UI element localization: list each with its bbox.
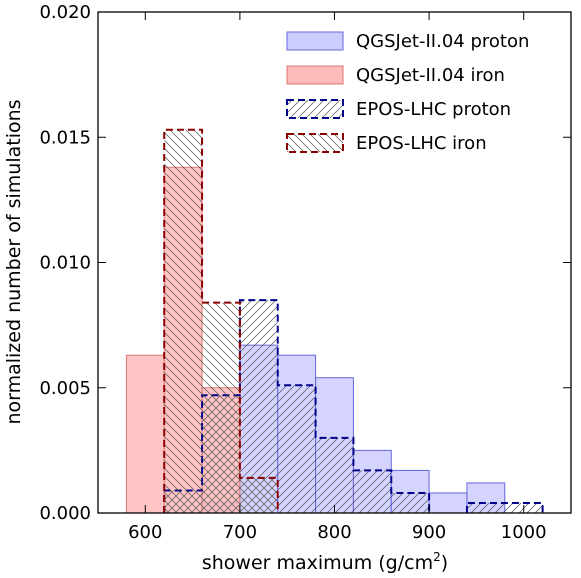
- legend-swatch: [286, 31, 344, 51]
- x-tick-label: 800: [317, 522, 351, 543]
- y-tick-label: 0.005: [39, 378, 91, 399]
- legend-item-3: EPOS-LHC iron: [286, 133, 487, 154]
- legend-item-2: EPOS-LHC proton: [286, 99, 511, 120]
- bar-series-2-bin-9: [466, 502, 505, 513]
- bar-series-2-bin-5: [315, 437, 354, 513]
- bar-series-3-bin-1: [164, 129, 203, 514]
- x-tick-label: 900: [412, 522, 446, 543]
- legend-item-0: QGSJet-II.04 proton: [286, 31, 529, 52]
- y-axis-label: normalized number of simulations: [3, 99, 25, 424]
- y-tick-label: 0.010: [39, 253, 91, 274]
- x-tick-label: 1000: [501, 522, 547, 543]
- legend-swatch: [286, 99, 344, 119]
- legend-label: QGSJet-II.04 iron: [356, 65, 505, 86]
- bar-series-2-bin-7: [391, 492, 430, 513]
- x-axis-label: shower maximum (g/cm2): [202, 550, 448, 574]
- bar-series-1-bin-0: [125, 354, 165, 514]
- bar-series-2-bin-4: [277, 385, 316, 513]
- bar-series-3-bin-2: [202, 302, 240, 513]
- legend-label: EPOS-LHC proton: [356, 99, 511, 120]
- legend-swatch: [286, 65, 344, 85]
- y-tick-label: 0.020: [39, 2, 91, 23]
- legend-item-1: QGSJet-II.04 iron: [286, 65, 505, 86]
- legend-swatch: [286, 133, 344, 153]
- series-3: [163, 128, 279, 514]
- bar-series-0-bin-8: [428, 492, 468, 514]
- bar-series-3-bin-3: [239, 477, 278, 513]
- outline-series-2: [163, 299, 544, 513]
- legend-label: QGSJet-II.04 proton: [356, 31, 529, 52]
- x-tick-label: 700: [223, 522, 257, 543]
- x-axis: 600 700 800 900 1000: [128, 12, 547, 543]
- y-tick-label: 0.015: [39, 127, 91, 148]
- plot-area: [97, 11, 572, 514]
- bar-series-2-bin-6: [353, 470, 392, 513]
- legend-label: EPOS-LHC iron: [356, 133, 487, 154]
- x-tick-label: 600: [128, 522, 162, 543]
- outline-series-3: [163, 128, 279, 513]
- legend: QGSJet-II.04 proton QGSJet-II.04 iron EPOS…: [286, 31, 529, 154]
- y-axis: 0.000 0.005 0.010 0.015 0.020: [39, 2, 571, 524]
- y-tick-label: 0.000: [39, 503, 91, 524]
